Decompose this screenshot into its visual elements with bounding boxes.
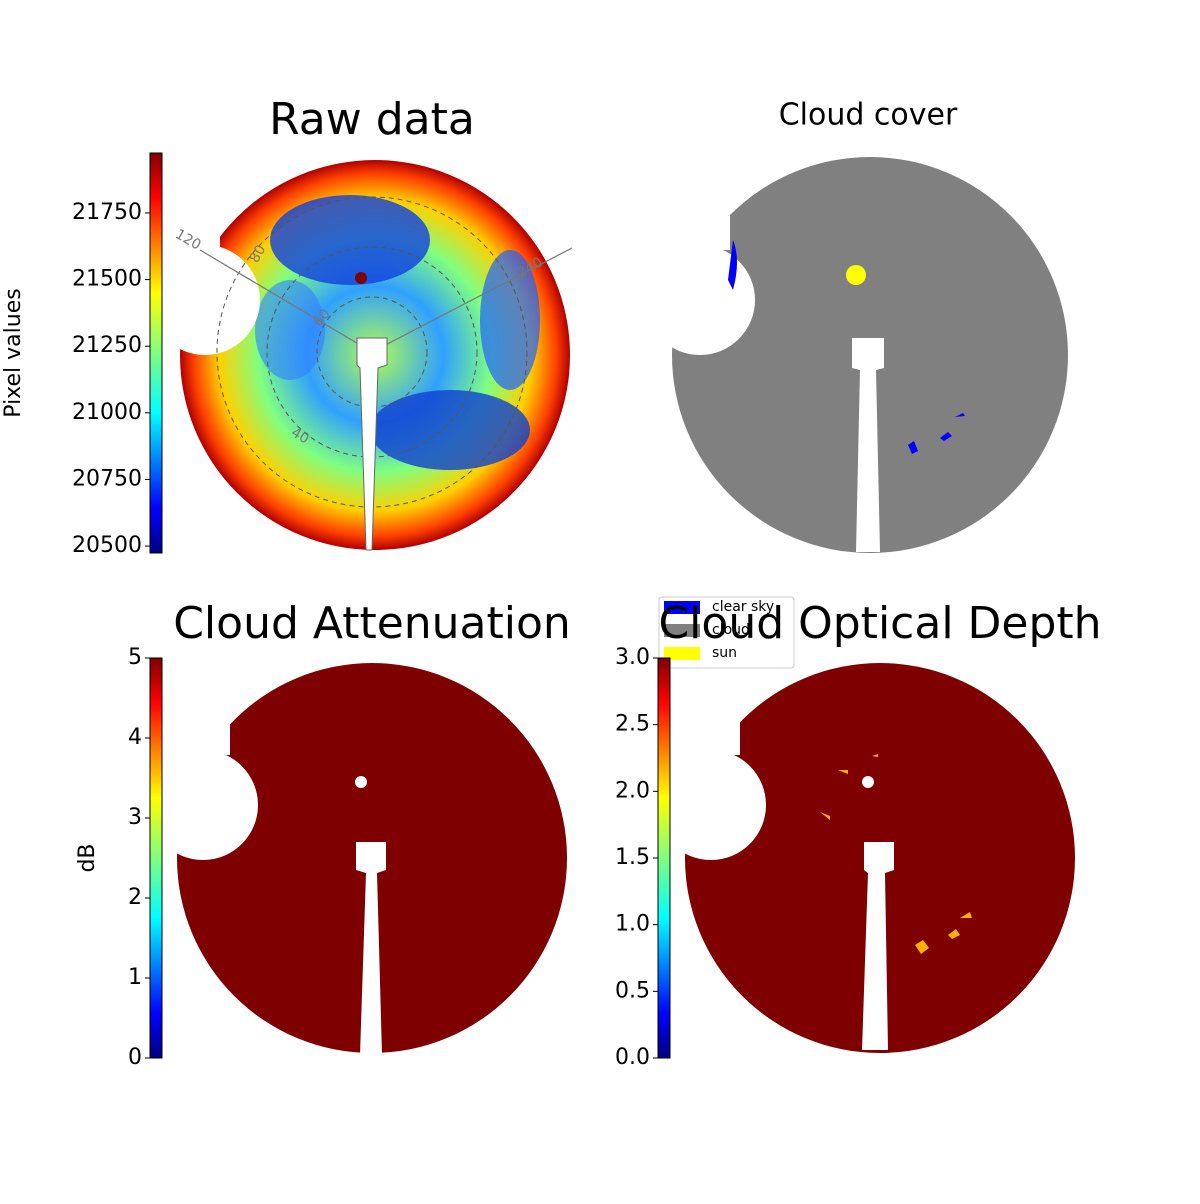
legend-label: cloud: [712, 622, 750, 638]
colorbar: [149, 152, 163, 554]
legend-swatch: [664, 624, 700, 637]
colorbar-tick-label: 2.0: [615, 778, 650, 803]
colorbar-tick-label: 4: [128, 725, 142, 750]
colorbar-tick-label: 3: [128, 805, 142, 830]
colorbar-tick-label: 0.0: [615, 1045, 650, 1070]
colorbar-tick-label: 1.5: [615, 845, 650, 870]
legend: clear sky cloud sun: [658, 596, 795, 669]
panel-title: Cloud Attenuation: [173, 598, 571, 649]
colorbar-tick-label: 2.5: [615, 712, 650, 737]
legend-swatch: [664, 601, 700, 614]
optical-depth-image: [656, 655, 1075, 1053]
raw-image: [150, 160, 573, 551]
polar-label: 40: [288, 425, 311, 448]
colorbar-tick-label: 21500: [72, 267, 142, 292]
legend-swatch: [664, 647, 700, 660]
colorbar: [657, 657, 671, 1059]
colorbar-tick-label: 21000: [72, 400, 142, 425]
panel-title: Raw data: [269, 94, 475, 145]
colorbar-tick-label: 1.0: [615, 912, 650, 937]
panel-title: Cloud Optical Depth: [658, 598, 1101, 649]
colorbar-tick-label: 20500: [72, 533, 142, 558]
colorbar-tick-label: 5: [128, 645, 142, 670]
colorbar-label: dB: [75, 843, 100, 872]
colorbar-tick-label: 1: [128, 965, 142, 990]
colorbar-tick-label: 3.0: [615, 645, 650, 670]
colorbar-tick-label: 20750: [72, 466, 142, 491]
colorbar-tick-label: 0.5: [615, 978, 650, 1003]
colorbar-label: Pixel values: [1, 288, 26, 417]
colorbar: [149, 657, 163, 1059]
legend-label: clear sky: [712, 599, 774, 615]
colorbar-tick-label: 21250: [72, 333, 142, 358]
cloud-cover-image: [645, 150, 1068, 553]
colorbar-tick-label: 21750: [72, 200, 142, 225]
polar-label: 80: [247, 242, 270, 265]
colorbar-tick-label: 2: [128, 885, 142, 910]
attenuation-image: [148, 655, 567, 1055]
legend-label: sun: [712, 645, 737, 661]
panel-title: Cloud cover: [779, 98, 958, 133]
colorbar-tick-label: 0: [128, 1045, 142, 1070]
